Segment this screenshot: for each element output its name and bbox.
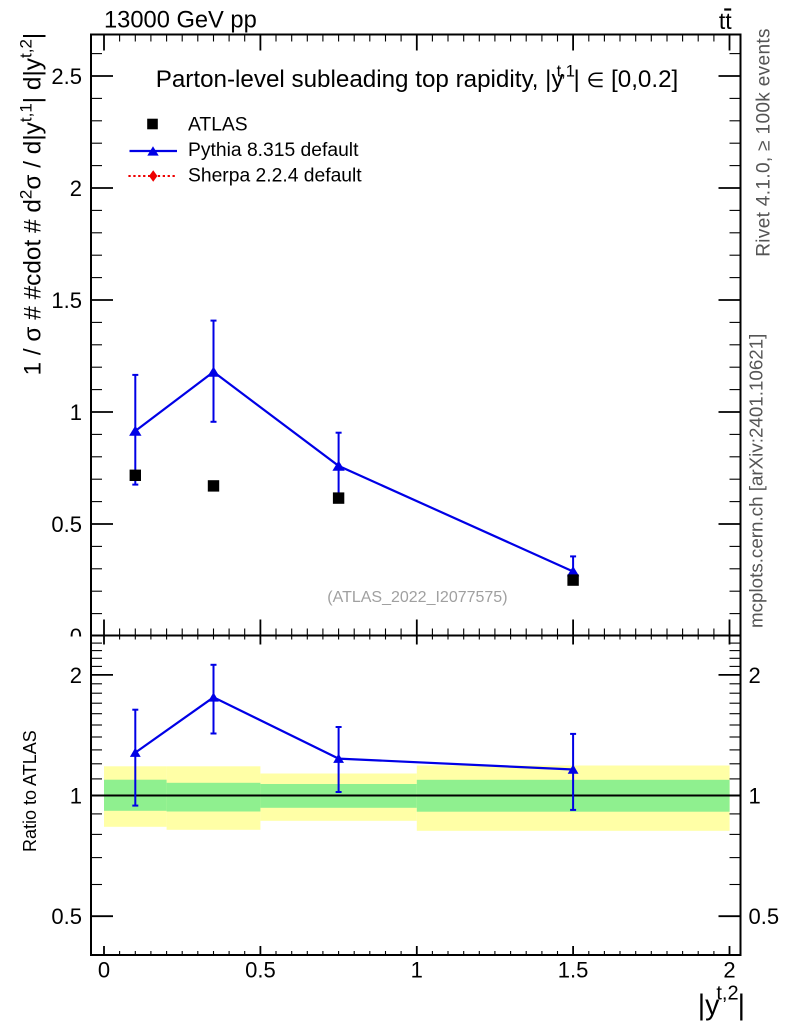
svg-text:0: 0: [98, 958, 110, 983]
svg-text:13000 GeV pp: 13000 GeV pp: [104, 8, 257, 34]
svg-text:Sherpa 2.2.4 default: Sherpa 2.2.4 default: [188, 166, 362, 187]
svg-text:2: 2: [723, 958, 735, 983]
svg-text:1.5: 1.5: [558, 958, 589, 983]
svg-text:Ratio to ATLAS: Ratio to ATLAS: [20, 730, 40, 852]
svg-text:mcplots.cern.ch [arXiv:2401.10: mcplots.cern.ch [arXiv:2401.10621]: [745, 334, 766, 628]
svg-text:1: 1: [411, 958, 423, 983]
svg-text:0.5: 0.5: [245, 958, 276, 983]
svg-text:2.5: 2.5: [51, 64, 82, 89]
svg-text:1: 1: [749, 784, 761, 809]
svg-text:Pythia 8.315 default: Pythia 8.315 default: [188, 140, 359, 161]
svg-text:1: 1: [70, 784, 82, 809]
svg-text:1 / σ # #cdot # d2σ / d|yt,1|: 1 / σ # #cdot # d2σ / d|yt,1| d|yt,2|: [17, 33, 47, 376]
svg-text:1: 1: [70, 400, 82, 425]
svg-text:2: 2: [749, 663, 761, 688]
svg-text:2: 2: [70, 663, 82, 688]
svg-text:tt: tt: [719, 8, 732, 34]
svg-text:0.5: 0.5: [749, 904, 780, 929]
svg-text:ATLAS: ATLAS: [188, 115, 248, 136]
svg-text:0.5: 0.5: [51, 904, 82, 929]
svg-text:0: 0: [70, 624, 82, 649]
svg-text:2: 2: [70, 176, 82, 201]
svg-text:Rivet 4.1.0, ≥ 100k events: Rivet 4.1.0, ≥ 100k events: [754, 28, 775, 257]
svg-text:(ATLAS_2022_I2077575): (ATLAS_2022_I2077575): [327, 589, 507, 606]
svg-text:1.5: 1.5: [51, 288, 82, 313]
svg-text:0.5: 0.5: [51, 512, 82, 537]
